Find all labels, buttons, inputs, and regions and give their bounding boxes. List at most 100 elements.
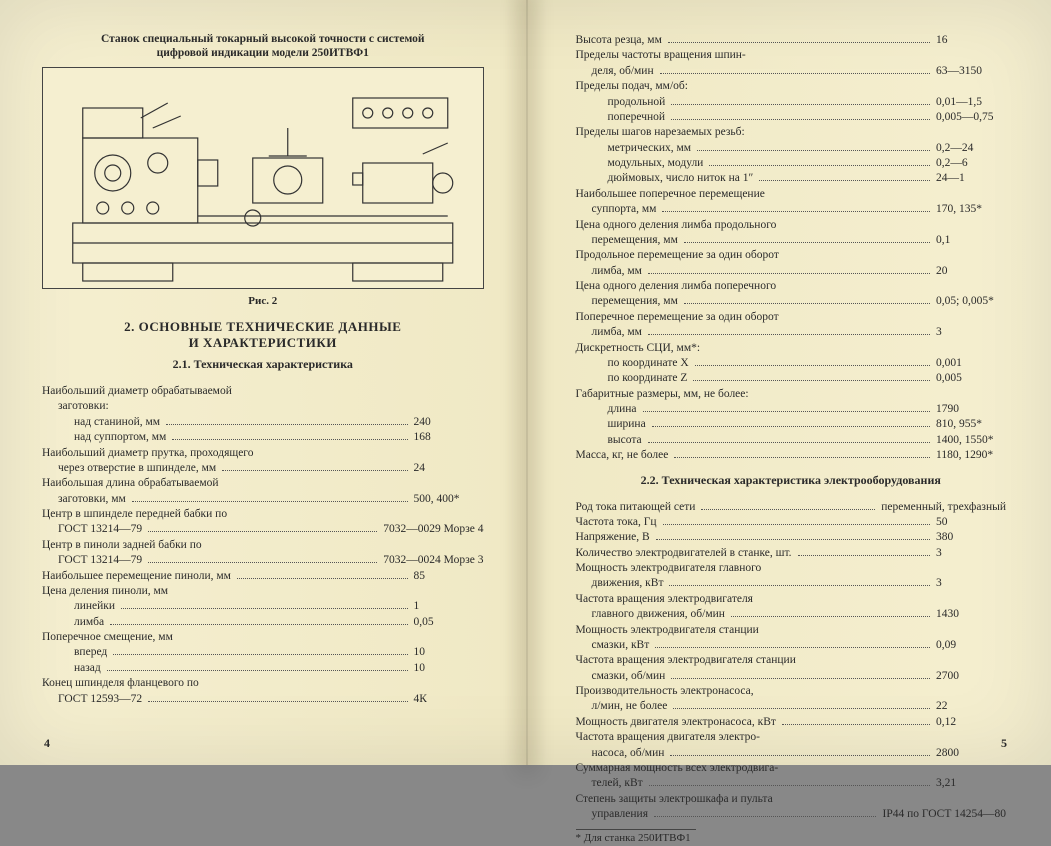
spec-label: ГОСТ 13214—79 [42, 553, 142, 567]
spec-row: лимба, мм20 [576, 264, 1007, 278]
spec-label: Поперечное перемещение за один оборот [576, 310, 779, 324]
spec-label: Масса, кг, не более [576, 448, 669, 462]
spec-row: Частота вращения электродвигателя [576, 592, 1007, 606]
spec-row: ГОСТ 12593—724К [42, 692, 484, 706]
spec-row: ширина810, 955* [576, 417, 1007, 431]
leader-dots [701, 509, 875, 510]
spec-value: 3,21 [936, 776, 1006, 790]
spec-row: Наибольшее перемещение пиноли, мм85 [42, 569, 484, 583]
spec-label: главного движения, об/мин [576, 607, 725, 621]
spec-value: 810, 955* [936, 417, 1006, 431]
spec-row: ГОСТ 13214—797032—0024 Морзе 3 [42, 553, 484, 567]
spec-value: 2700 [936, 669, 1006, 683]
spec-label: Продольное перемещение за один оборот [576, 248, 779, 262]
spec-label: по координате X [576, 356, 689, 370]
spec-row: Наибольший диаметр обрабатываемой [42, 384, 484, 398]
spec-row: насоса, об/мин2800 [576, 746, 1007, 760]
spec-row: Цена одного деления лимба продольного [576, 218, 1007, 232]
spec-value: IP44 по ГОСТ 14254—80 [882, 807, 1006, 821]
spec-row: по координате X0,001 [576, 356, 1007, 370]
spec-row: Производительность электронасоса, [576, 684, 1007, 698]
spec-row: заготовки: [42, 399, 484, 413]
leader-dots [662, 211, 930, 212]
spec-label: заготовки, мм [42, 492, 126, 506]
spec-row: дюймовых, число ниток на 1″24—1 [576, 171, 1007, 185]
spec-value: 4К [414, 692, 484, 706]
spec-row: л/мин, не более22 [576, 699, 1007, 713]
right-page: Высота резца, мм16Пределы частоты вращен… [526, 0, 1051, 765]
spec-label: вперед [42, 645, 107, 659]
spec-label: Степень защиты электрошкафа и пульта [576, 792, 773, 806]
spec-label: Частота вращения двигателя электро- [576, 730, 761, 744]
spec-label: смазки, кВт [576, 638, 650, 652]
spec-label: деля, об/мин [576, 64, 654, 78]
footnote: * Для станка 250ИТВФ1 [576, 832, 1007, 846]
spec-label: Высота резца, мм [576, 33, 662, 47]
spec-row: телей, кВт3,21 [576, 776, 1007, 790]
spec-row: Поперечное перемещение за один оборот [576, 310, 1007, 324]
leader-dots [798, 555, 930, 556]
leader-dots [643, 411, 930, 412]
spec-value: 240 [414, 415, 484, 429]
leader-dots [695, 365, 930, 366]
spec-label: назад [42, 661, 101, 675]
spec-row: перемещения, мм0,05; 0,005* [576, 294, 1007, 308]
leader-dots [670, 755, 930, 756]
spec-label: Мощность электродвигателя главного [576, 561, 762, 575]
spec-label: лимба, мм [576, 325, 642, 339]
spec-label: Центр в пиноли задней бабки по [42, 538, 202, 552]
spec-row: Степень защиты электрошкафа и пульта [576, 792, 1007, 806]
subsection-2-2-title: 2.2. Техническая характеристика электроо… [576, 473, 1007, 488]
spec-label: продольной [576, 95, 666, 109]
spec-row: Частота тока, Гц50 [576, 515, 1007, 529]
spec-row: через отверстие в шпинделе, мм24 [42, 461, 484, 475]
leader-dots [709, 165, 930, 166]
spec-row: Конец шпинделя фланцевого по [42, 676, 484, 690]
spec-value: переменный, трехфазный [881, 500, 1006, 514]
leader-dots [648, 442, 930, 443]
leader-dots [684, 242, 930, 243]
spec-row: высота1400, 1550* [576, 433, 1007, 447]
spec-row: Наибольшая длина обрабатываемой [42, 476, 484, 490]
spec-row: Габаритные размеры, мм, не более: [576, 387, 1007, 401]
spec-label: Поперечное смещение, мм [42, 630, 173, 644]
spec-row: Наибольший диаметр прутка, проходящего [42, 446, 484, 460]
spec-row: суппорта, мм170, 135* [576, 202, 1007, 216]
spec-row: управленияIP44 по ГОСТ 14254—80 [576, 807, 1007, 821]
spec-label: по координате Z [576, 371, 688, 385]
spec-row: Наибольшее поперечное перемещение [576, 187, 1007, 201]
spec-value: 24 [414, 461, 484, 475]
spec-value: 0,2—24 [936, 141, 1006, 155]
spec-row: Пределы частоты вращения шпин- [576, 48, 1007, 62]
leader-dots [697, 150, 930, 151]
book-spread: Станок специальный токарный высокой точн… [0, 0, 1051, 765]
spec-row: лимба, мм 3 [576, 325, 1007, 339]
spec-label: Род тока питающей сети [576, 500, 696, 514]
spec-row: над суппортом, мм168 [42, 430, 484, 444]
leader-dots [652, 426, 930, 427]
spec-label: Количество электродвигателей в станке, ш… [576, 546, 792, 560]
spec-row: линейки1 [42, 599, 484, 613]
figure-title: Станок специальный токарный высокой точн… [42, 32, 484, 61]
spec-row: над станиной, мм240 [42, 415, 484, 429]
spec-row: смазки, кВт0,09 [576, 638, 1007, 652]
spec-label: поперечной [576, 110, 666, 124]
leader-dots [671, 678, 930, 679]
spec-row: смазки, об/мин2700 [576, 669, 1007, 683]
spec-row: Пределы шагов нарезаемых резьб: [576, 125, 1007, 139]
spec-row: Центр в шпинделе передней бабки по [42, 507, 484, 521]
spec-value: 3 [936, 325, 1006, 339]
spec-value: 3 [936, 546, 1006, 560]
spec-row: Мощность двигателя электронасоса, кВт0,1… [576, 715, 1007, 729]
spec-value: 0,05; 0,005* [936, 294, 1006, 308]
spec-label: линейки [42, 599, 115, 613]
spec-value: 0,12 [936, 715, 1006, 729]
leader-dots [148, 562, 377, 563]
spec-label: движения, кВт [576, 576, 664, 590]
spec-row: продольной0,01—1,5 [576, 95, 1007, 109]
spec-value: 0,05 [414, 615, 484, 629]
leader-dots [121, 608, 407, 609]
leader-dots [669, 585, 930, 586]
spec-value: 380 [936, 530, 1006, 544]
spec-label: Дискретность СЦИ, мм*: [576, 341, 701, 355]
